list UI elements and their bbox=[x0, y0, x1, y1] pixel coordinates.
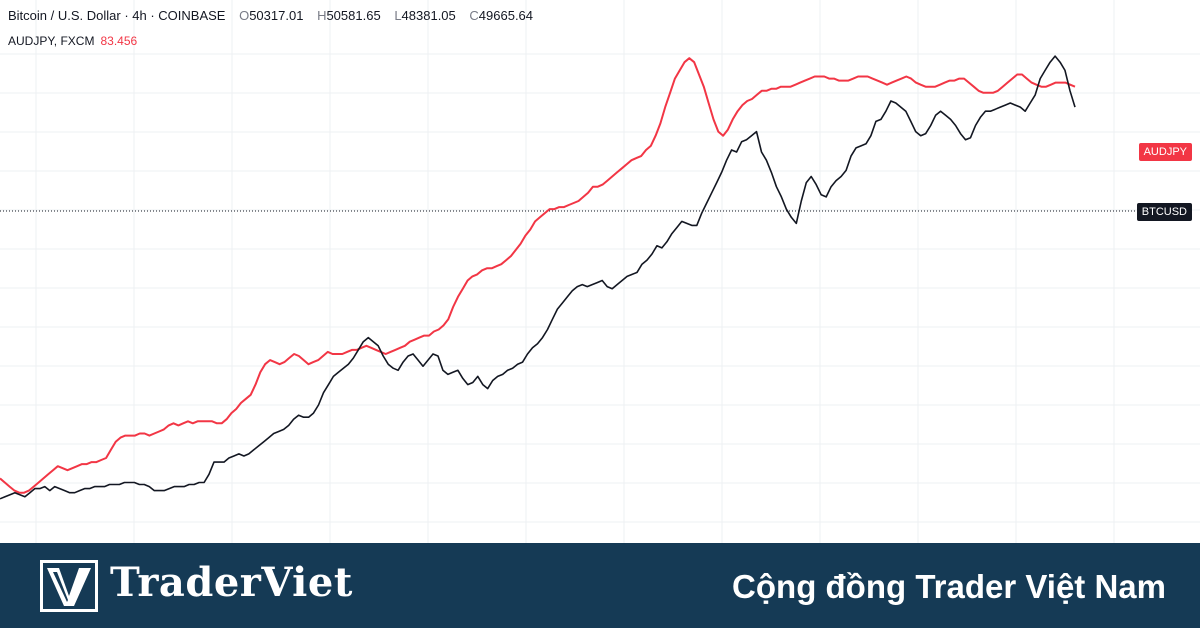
open-label: O bbox=[239, 8, 250, 23]
symbol-title: Bitcoin / U.S. Dollar · 4h · COINBASE bbox=[8, 8, 226, 23]
high-label: H bbox=[317, 8, 327, 23]
overlay-value: 83.456 bbox=[100, 34, 138, 48]
chart-area[interactable]: Bitcoin / U.S. Dollar · 4h · COINBASE O5… bbox=[0, 0, 1200, 543]
series-line-btcusd bbox=[0, 55, 1076, 500]
low-label: L bbox=[394, 8, 402, 23]
banner-tagline: Cộng đồng Trader Việt Nam bbox=[732, 568, 1166, 605]
legend-overlay-row: AUDJPY, FXCM 83.456 bbox=[8, 31, 533, 51]
close-value: 49665.64 bbox=[478, 8, 534, 23]
series-line-audjpy bbox=[0, 57, 1076, 494]
brand-banner: TraderViet Cộng đồng Trader Việt Nam bbox=[0, 543, 1200, 628]
close-label: C bbox=[469, 8, 479, 23]
chart-legend: Bitcoin / U.S. Dollar · 4h · COINBASE O5… bbox=[8, 6, 533, 51]
low-value: 48381.05 bbox=[401, 8, 456, 23]
high-value: 50581.65 bbox=[326, 8, 381, 23]
overlay-symbol: AUDJPY, FXCM bbox=[8, 34, 95, 48]
legend-main-row: Bitcoin / U.S. Dollar · 4h · COINBASE O5… bbox=[8, 6, 533, 26]
brand-name: TraderViet bbox=[110, 559, 353, 606]
traderviet-logo-icon bbox=[40, 560, 98, 612]
audjpy-price-tag: AUDJPY bbox=[1138, 143, 1192, 161]
btcusd-price-tag: BTCUSD bbox=[1136, 203, 1192, 221]
chart-canvas[interactable] bbox=[0, 0, 1200, 543]
open-value: 50317.01 bbox=[249, 8, 304, 23]
chart-grid bbox=[0, 0, 1200, 543]
